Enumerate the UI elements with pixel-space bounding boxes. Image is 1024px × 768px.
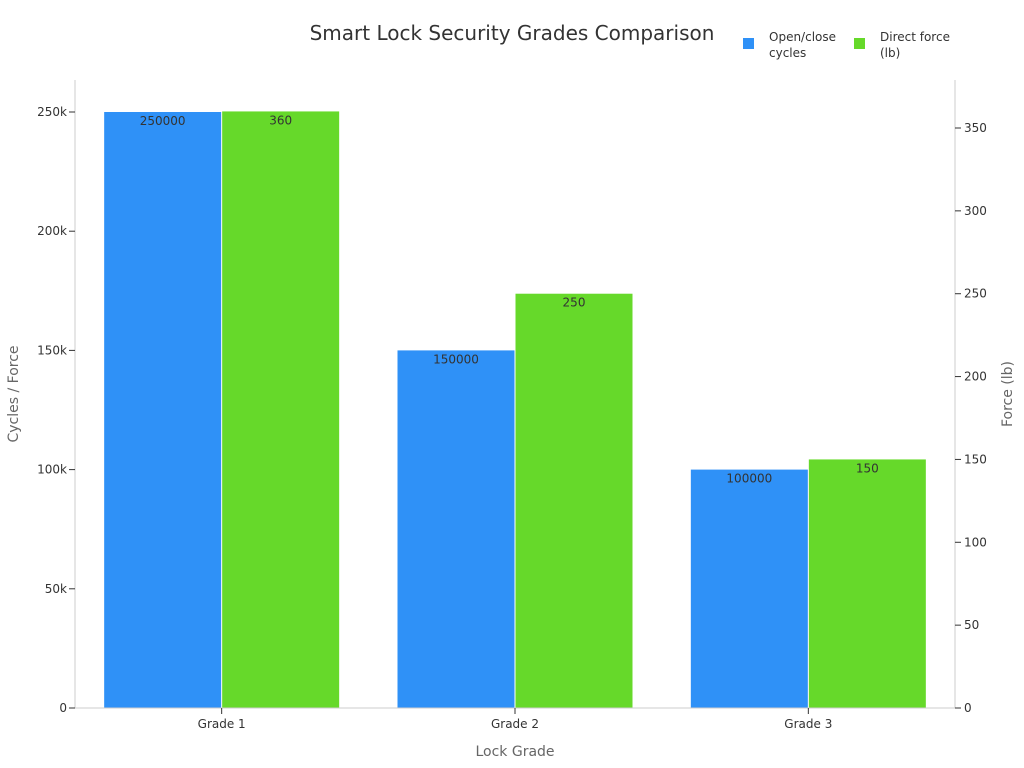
x-tick-label: Grade 2 <box>491 717 539 731</box>
right-tick-label: 250 <box>964 287 987 301</box>
bars-group <box>104 111 926 708</box>
left-tick-label: 150k <box>37 343 67 357</box>
legend-label-cycles-line1: Open/close <box>769 30 836 44</box>
right-tick-label: 0 <box>964 701 972 715</box>
bar-cycles[interactable] <box>104 112 222 708</box>
right-tick-label: 200 <box>964 370 987 384</box>
right-tick-label: 350 <box>964 121 987 135</box>
legend-label-cycles-line2: cycles <box>769 46 806 60</box>
right-tick-label: 50 <box>964 618 979 632</box>
chart-title: Smart Lock Security Grades Comparison <box>310 21 715 45</box>
left-tick-label: 250k <box>37 105 67 119</box>
right-tick-label: 300 <box>964 204 987 218</box>
right-y-axis: 0 50 100 150 200 250 300 350 <box>954 80 987 715</box>
data-labels-group: 250000 360 150000 250 100000 150 <box>140 113 879 485</box>
y-axis-title: Cycles / Force <box>6 345 22 442</box>
left-tick-label: 50k <box>45 582 67 596</box>
right-tick-label: 100 <box>964 535 987 549</box>
bar-force[interactable] <box>808 459 926 708</box>
bar-cycles[interactable] <box>397 350 515 708</box>
left-tick-label: 100k <box>37 463 67 477</box>
left-y-axis: 0 50k 100k 150k 200k 250k <box>37 80 76 715</box>
bar-force[interactable] <box>222 111 340 708</box>
legend-label-force-line2: (lb) <box>880 46 900 60</box>
legend-swatch-force <box>854 38 865 49</box>
data-label-cycles: 250000 <box>140 114 186 128</box>
data-label-force: 360 <box>269 113 292 127</box>
right-tick-label: 150 <box>964 452 987 466</box>
left-tick-label: 200k <box>37 224 67 238</box>
data-label-force: 250 <box>563 296 586 310</box>
x-axis-title: Lock Grade <box>475 744 554 760</box>
data-label-force: 150 <box>856 461 879 475</box>
legend-label-force-line1: Direct force <box>880 30 950 44</box>
legend: Open/close cycles Direct force (lb) <box>743 30 950 60</box>
data-label-cycles: 100000 <box>726 472 772 486</box>
left-tick-label: 0 <box>59 701 67 715</box>
legend-swatch-cycles <box>743 38 754 49</box>
bar-force[interactable] <box>515 293 633 708</box>
x-tick-label: Grade 3 <box>784 717 832 731</box>
plot-area: 250000 360 150000 250 100000 150 <box>104 111 926 708</box>
data-label-cycles: 150000 <box>433 352 479 366</box>
x-axis: Grade 1 Grade 2 Grade 3 <box>75 707 955 731</box>
legend-item-cycles[interactable]: Open/close cycles <box>743 30 836 60</box>
legend-item-force[interactable]: Direct force (lb) <box>854 30 950 60</box>
y2-axis-title: Force (lb) <box>1000 361 1016 427</box>
bar-cycles[interactable] <box>690 469 808 708</box>
x-tick-label: Grade 1 <box>198 717 246 731</box>
